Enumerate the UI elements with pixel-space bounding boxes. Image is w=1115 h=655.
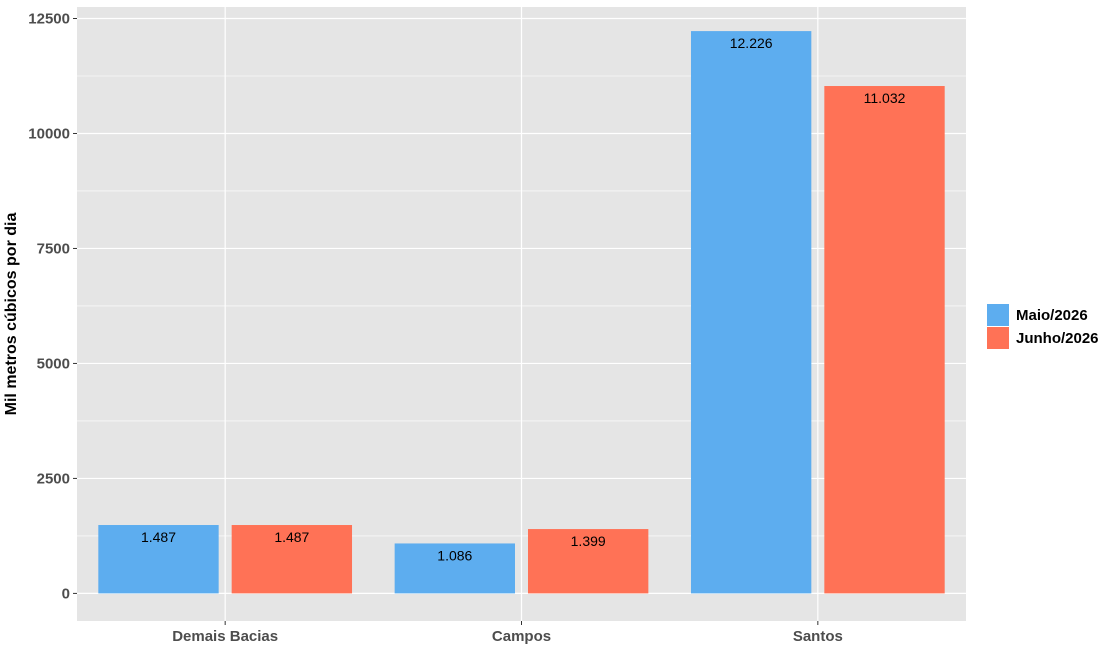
bar — [824, 86, 945, 594]
bar-data-label: 11.032 — [864, 90, 906, 106]
bar — [690, 31, 812, 594]
legend-label: Junho/2026 — [1016, 330, 1099, 347]
x-axis: Demais Bacias Campos Santos — [172, 621, 843, 645]
legend: Maio/2026 Junho/2026 — [987, 304, 1099, 349]
legend-label: Maio/2026 — [1016, 307, 1088, 324]
y-axis-title: Mil metros cúbicos por dia — [3, 213, 20, 416]
bar — [231, 525, 353, 594]
bar-data-label: 1.086 — [437, 547, 472, 563]
y-tick-label: 7500 — [37, 240, 70, 257]
y-tick-label: 10000 — [28, 125, 70, 142]
y-axis: 0 2500 5000 7500 10000 12500 — [28, 10, 77, 602]
bar-data-label: 12.226 — [730, 35, 773, 51]
bar — [394, 543, 515, 594]
bar-data-label: 1.487 — [141, 529, 176, 545]
bar-data-label: 1.487 — [274, 529, 309, 545]
bar-labels: 1.487 1.086 12.226 1.487 1.399 11.032 — [141, 35, 906, 563]
bar-data-label: 1.399 — [571, 533, 606, 549]
legend-key — [987, 304, 1009, 326]
y-tick-label: 5000 — [37, 355, 70, 372]
x-tick-label: Santos — [793, 628, 843, 645]
grid-lines — [77, 7, 966, 621]
y-tick-label: 0 — [62, 585, 70, 602]
bar — [98, 525, 219, 594]
y-tick-label: 2500 — [37, 470, 70, 487]
x-tick-label: Campos — [492, 628, 551, 645]
x-tick-label: Demais Bacias — [172, 628, 278, 645]
y-tick-label: 12500 — [28, 10, 70, 27]
legend-key — [987, 327, 1009, 349]
bar — [528, 529, 649, 594]
bars — [98, 31, 945, 594]
